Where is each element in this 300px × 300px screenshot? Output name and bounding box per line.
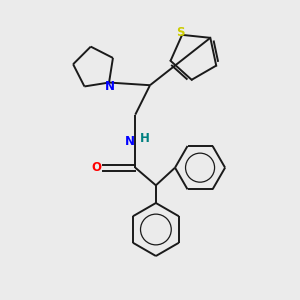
Text: N: N [105,80,115,93]
Text: O: O [92,161,101,174]
Text: S: S [176,26,185,39]
Text: N: N [125,135,135,148]
Text: H: H [140,132,150,145]
